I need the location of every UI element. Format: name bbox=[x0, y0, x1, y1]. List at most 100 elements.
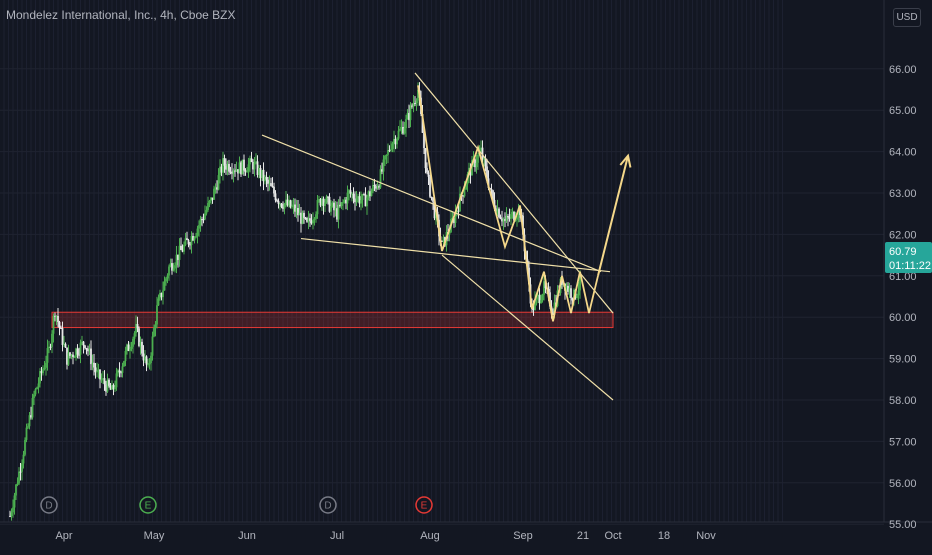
candle-body bbox=[202, 219, 205, 221]
candle-body bbox=[561, 278, 563, 285]
support-zone[interactable] bbox=[51, 311, 614, 329]
candle-body bbox=[571, 297, 574, 301]
x-tick-label: Apr bbox=[55, 530, 72, 542]
x-tick-label: Oct bbox=[604, 530, 621, 542]
candle-body bbox=[19, 471, 22, 473]
candle-body bbox=[412, 102, 415, 107]
time-axis[interactable]: Apr May Jun Jul Aug Sep 21 Oct 18 Nov bbox=[55, 530, 716, 542]
candle-body bbox=[169, 263, 172, 267]
candle-body bbox=[184, 238, 187, 245]
candle-body bbox=[457, 210, 460, 212]
candle-body bbox=[534, 299, 536, 310]
projection-arrow[interactable] bbox=[597, 155, 629, 277]
candle-body bbox=[306, 217, 308, 222]
candle-body bbox=[73, 356, 76, 358]
y-tick-label: 58.00 bbox=[889, 395, 917, 407]
last-price-value: 60.79 bbox=[889, 246, 917, 258]
candle-body bbox=[181, 249, 184, 252]
candle-body bbox=[540, 300, 542, 303]
event-marker[interactable]: D bbox=[40, 496, 58, 514]
event-marker-circle bbox=[40, 496, 58, 514]
candle-body bbox=[295, 207, 298, 212]
candle-body bbox=[394, 138, 397, 145]
candle-body bbox=[369, 191, 371, 197]
candle-body bbox=[337, 204, 340, 220]
candle-body bbox=[364, 194, 367, 207]
candle-body bbox=[13, 495, 16, 508]
candle-body bbox=[310, 220, 313, 224]
trend-line[interactable] bbox=[441, 254, 614, 401]
candle-body bbox=[349, 190, 352, 194]
candle-body bbox=[100, 379, 103, 381]
candle-body bbox=[45, 362, 47, 368]
wave-path[interactable] bbox=[417, 85, 599, 322]
trend-line[interactable] bbox=[300, 237, 611, 273]
candle-body bbox=[387, 150, 389, 155]
support-zone-layer bbox=[51, 311, 614, 329]
candle-body bbox=[10, 512, 13, 517]
x-tick-label: Jul bbox=[330, 530, 344, 542]
candle-body bbox=[505, 215, 508, 221]
candle-body bbox=[207, 203, 209, 211]
candle-body bbox=[246, 171, 248, 173]
currency-button[interactable]: USD bbox=[893, 8, 921, 27]
candle-body bbox=[301, 212, 304, 224]
candle-body bbox=[57, 315, 59, 322]
candle-body bbox=[547, 288, 550, 293]
candle-body bbox=[292, 204, 295, 206]
event-marker-letter: E bbox=[145, 501, 152, 512]
candle-body bbox=[87, 349, 89, 352]
candle-body bbox=[421, 114, 424, 133]
candle-body bbox=[85, 348, 88, 350]
candle-body bbox=[324, 202, 326, 206]
candle-body bbox=[541, 294, 544, 301]
candle-body bbox=[409, 105, 412, 121]
candle-body bbox=[196, 228, 199, 236]
candle-body bbox=[178, 245, 181, 260]
candle-body bbox=[414, 102, 416, 104]
price-axis[interactable]: 55.00 56.00 57.00 58.00 59.00 60.00 61.00 62.00… bbox=[889, 64, 917, 531]
candle-body bbox=[249, 158, 251, 165]
candle-body bbox=[247, 164, 250, 172]
candle-body bbox=[307, 218, 310, 222]
candle-body bbox=[138, 328, 140, 346]
candle-body bbox=[154, 324, 157, 329]
candle-body bbox=[190, 235, 193, 245]
candle-body bbox=[315, 214, 317, 219]
candle-body bbox=[117, 370, 119, 374]
candle-body bbox=[180, 245, 182, 250]
candle-body bbox=[55, 315, 58, 317]
candle-body bbox=[391, 143, 394, 150]
candle-body bbox=[60, 327, 62, 329]
candle-body bbox=[370, 191, 373, 197]
candle-body bbox=[82, 341, 85, 346]
candle-body bbox=[84, 345, 86, 349]
candle-body bbox=[363, 194, 365, 196]
candle-body bbox=[481, 147, 484, 160]
event-marker[interactable]: D bbox=[319, 496, 337, 514]
candle-body bbox=[90, 348, 92, 365]
candle-body bbox=[205, 210, 208, 214]
candle-body bbox=[381, 169, 383, 172]
candle-body bbox=[69, 352, 71, 356]
candle-body bbox=[327, 196, 329, 198]
y-tick-label: 57.00 bbox=[889, 436, 917, 448]
candle-body bbox=[397, 130, 400, 139]
drawings-layer bbox=[261, 72, 632, 401]
candle-body bbox=[532, 304, 535, 310]
trend-line[interactable] bbox=[261, 134, 602, 273]
event-marker[interactable]: E bbox=[139, 496, 157, 514]
candle-body bbox=[343, 199, 346, 203]
candle-body bbox=[298, 212, 301, 216]
event-marker[interactable]: E bbox=[415, 496, 433, 514]
candle-body bbox=[286, 199, 289, 206]
candle-body bbox=[393, 138, 395, 144]
candle-body bbox=[262, 169, 265, 182]
candle-body bbox=[199, 219, 202, 226]
candle-body bbox=[111, 385, 113, 390]
candle-body bbox=[508, 217, 511, 219]
candle-body bbox=[312, 219, 314, 224]
bar-countdown: 01:11:22 bbox=[889, 260, 931, 272]
